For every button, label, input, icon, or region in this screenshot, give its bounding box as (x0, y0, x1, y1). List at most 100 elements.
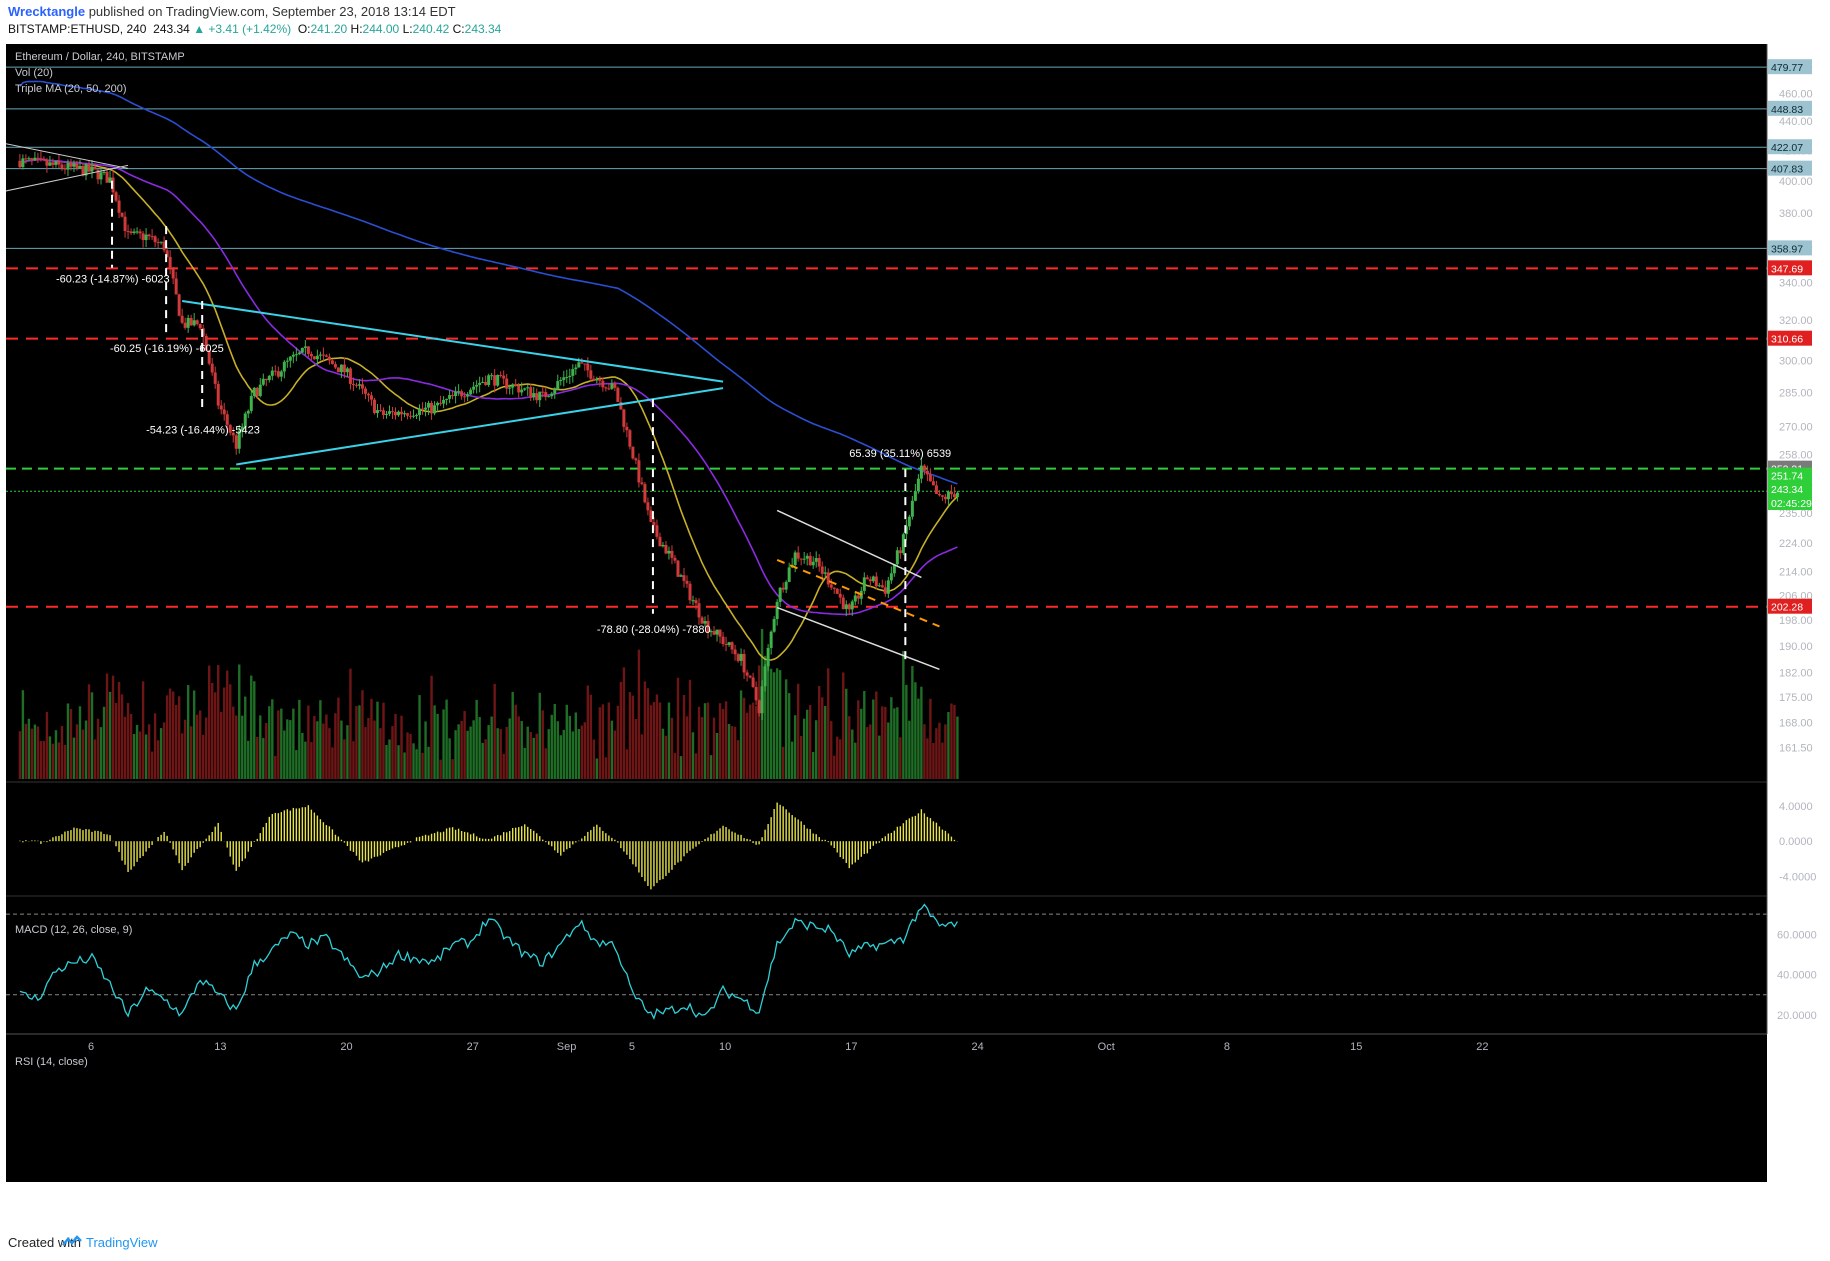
candle-body (171, 267, 175, 279)
volume-bar (911, 665, 914, 779)
time-tick-label: 17 (845, 1041, 857, 1053)
volume-bar (150, 751, 154, 779)
candle-body (526, 387, 530, 389)
candle-body (162, 241, 166, 251)
resistance-level-text: 479.77 (1771, 62, 1803, 74)
support-level-tag (1768, 598, 1812, 614)
volume-bar (406, 732, 409, 779)
candle-body (754, 687, 758, 701)
volume-bar (241, 715, 244, 779)
volume-bar (328, 728, 331, 779)
candle-body (42, 158, 46, 161)
price-tick-label: 300.00 (1779, 355, 1813, 367)
candle-body (514, 384, 518, 386)
candle-body (850, 601, 854, 610)
candle-body (406, 413, 410, 416)
volume-bar (529, 731, 532, 779)
volume-bar (547, 729, 550, 779)
time-tick-label: Sep (557, 1041, 577, 1053)
candle-body (457, 391, 461, 393)
candle-body (598, 379, 602, 381)
candle-body (270, 370, 274, 376)
volume-bar (664, 735, 668, 779)
candle-body (48, 162, 52, 166)
candle-body (213, 372, 217, 384)
candle-body (228, 424, 232, 433)
candle-body (21, 158, 25, 168)
candle-body (436, 402, 440, 406)
volume-bar (114, 702, 118, 779)
volume-bar (709, 755, 713, 779)
candle-body (93, 166, 97, 170)
volume-bar (54, 730, 58, 779)
candle-body (634, 458, 638, 461)
candle-body (613, 383, 617, 388)
volume-bar (824, 705, 827, 779)
candle-body (288, 356, 292, 361)
volume-bar (610, 720, 614, 779)
volume-bar (448, 738, 451, 779)
volume-bar (271, 699, 274, 779)
candle-body (327, 356, 331, 361)
volume-bar (21, 690, 25, 779)
volume-bar (289, 720, 292, 779)
volume-bar (334, 713, 337, 779)
chart-canvas[interactable]: -60.23 (-14.87%) -6023 -60.25 (-16.19%) -… (6, 44, 1824, 1224)
volume-bar (640, 734, 644, 779)
candle-body (463, 396, 467, 398)
candle-body (466, 394, 470, 397)
volume-bar (628, 692, 632, 779)
volume-bar (556, 721, 559, 779)
volume-bar (727, 724, 731, 779)
volume-bar (902, 650, 905, 779)
volume-bar (358, 705, 361, 779)
candle-body (715, 629, 719, 635)
candle-body (114, 192, 118, 201)
candle-body (874, 576, 878, 587)
volume-bar (661, 728, 665, 779)
volume-bar (280, 708, 283, 779)
volume-bar (875, 691, 878, 779)
tradingview-link[interactable]: TradingView (86, 1235, 158, 1250)
candle-body (781, 587, 785, 590)
volume-bar (496, 728, 499, 779)
volume-bar (914, 682, 917, 779)
candle-body (610, 383, 614, 389)
volume-bar (331, 747, 334, 779)
candle-body (769, 631, 773, 648)
volume-bar (472, 720, 475, 779)
candle-body (628, 430, 632, 447)
volume-bar (802, 718, 806, 779)
volume-bar (950, 703, 953, 779)
candle-body (249, 396, 253, 411)
volume-bar (781, 746, 785, 779)
candle-body (640, 482, 644, 485)
candle-body (523, 388, 527, 390)
plot-background (6, 44, 1767, 1182)
volume-bar (123, 716, 127, 779)
low-label: L: (402, 22, 413, 36)
candle-body (99, 172, 103, 180)
support-level-text: 347.69 (1771, 263, 1803, 275)
candle-body (216, 383, 220, 406)
volume-bar (905, 684, 908, 779)
candle-body (784, 581, 788, 590)
candle-body (700, 617, 704, 624)
volume-bar (667, 702, 671, 779)
volume-bar (256, 736, 259, 779)
volume-bar (268, 706, 271, 779)
volume-bar (508, 718, 511, 779)
volume-bar (66, 703, 70, 779)
candle-body (183, 322, 187, 328)
candle-body (439, 402, 443, 404)
candle-body (835, 588, 839, 594)
candle-body (793, 552, 797, 566)
candle-body (418, 408, 422, 416)
volume-bar (935, 728, 938, 779)
author-link[interactable]: Wrecktangle (8, 4, 86, 19)
candle-body (285, 360, 289, 362)
volume-bar (769, 668, 773, 779)
candle-body (916, 478, 920, 492)
volume-bar (523, 747, 526, 779)
volume-bar (478, 717, 481, 779)
